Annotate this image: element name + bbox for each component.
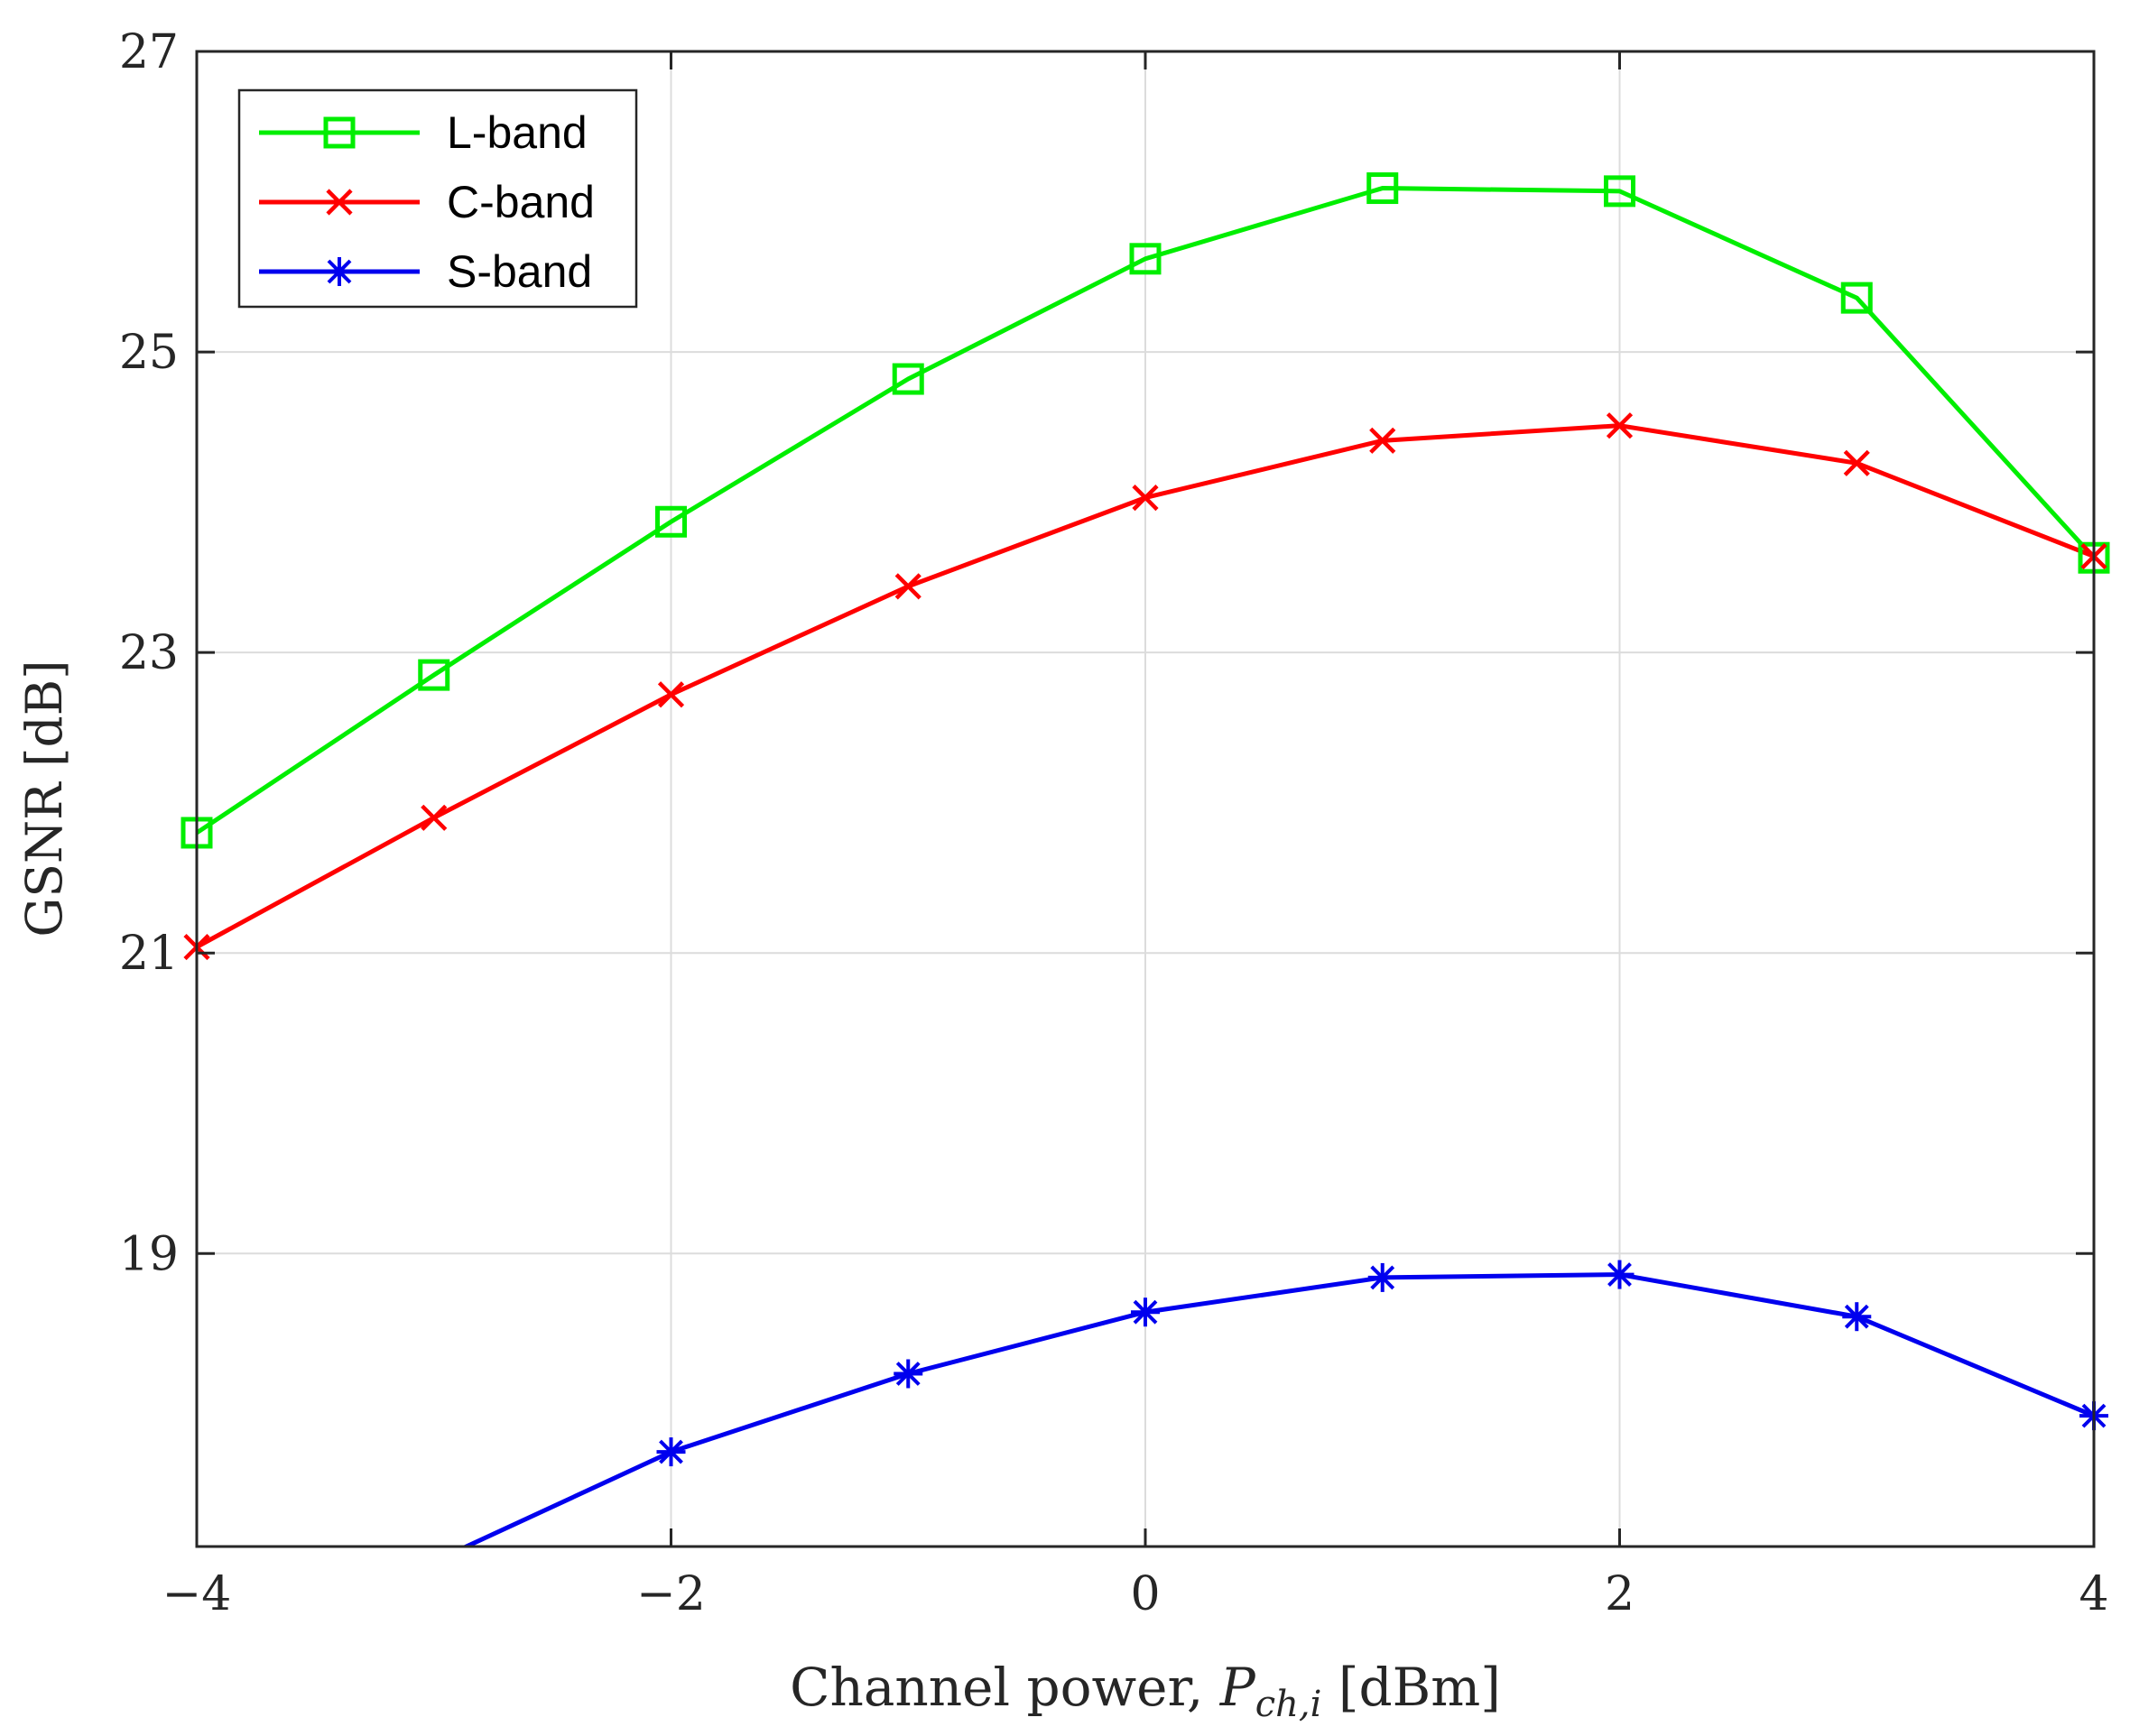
- asterisk-marker-stroke: [895, 1362, 921, 1386]
- y-tick-label: 19: [119, 1227, 179, 1281]
- data-point-c-band: [421, 804, 448, 831]
- data-point-c-band: [894, 573, 921, 600]
- data-point-l-band: [1129, 243, 1162, 275]
- data-point-l-band: [1604, 175, 1635, 208]
- x-tick-label: 2: [1605, 1567, 1635, 1621]
- x-marker-stroke: [1132, 485, 1159, 512]
- square-marker-shape: [1129, 243, 1162, 275]
- square-marker-shape: [892, 363, 924, 395]
- data-point-l-band: [418, 659, 450, 691]
- x-marker-stroke: [326, 189, 353, 216]
- x-tick-label: −2: [636, 1567, 706, 1621]
- square-marker-shape: [323, 116, 356, 149]
- x-marker-stroke: [1843, 449, 1870, 476]
- legend-label: C-band: [447, 177, 595, 227]
- series-line-l-band: [197, 186, 2094, 836]
- data-point-s-band: [894, 1359, 923, 1389]
- data-point-s-band: [1131, 1297, 1160, 1327]
- x-axis-label-prefix: Channel power,: [790, 1657, 1220, 1718]
- axis-ticks: −4 −2 0 2 4 19 21 23 25 27: [119, 25, 2109, 1621]
- data-point-s-band: [1367, 1262, 1397, 1292]
- asterisk-marker-stroke: [1607, 1262, 1632, 1287]
- y-axis-label: GSNR [dB]: [15, 660, 73, 937]
- data-point-c-band: [657, 681, 685, 708]
- asterisk-marker-stroke: [1133, 1299, 1158, 1325]
- square-marker-shape: [1604, 175, 1635, 208]
- x-marker-stroke: [421, 804, 448, 831]
- x-marker-stroke: [1606, 412, 1634, 439]
- y-tick-label: 27: [119, 25, 179, 79]
- x-axis-label-symbol: P: [1219, 1657, 1256, 1718]
- asterisk-marker-stroke: [659, 1439, 683, 1464]
- legend-label: S-band: [447, 246, 592, 297]
- asterisk-marker-stroke: [1370, 1265, 1395, 1290]
- data-point-l-band: [892, 363, 924, 395]
- legend-entry-l-band: L-band: [259, 107, 588, 158]
- asterisk-marker-stroke: [327, 259, 352, 284]
- x-axis-label: Channel power, Pch,i [dBm]: [790, 1657, 1501, 1725]
- legend-entry-s-band: S-band: [259, 246, 592, 297]
- y-tick-label: 23: [119, 626, 179, 680]
- x-marker-stroke: [657, 681, 685, 708]
- square-marker-shape: [655, 505, 687, 538]
- data-point-c-band: [1132, 485, 1159, 512]
- legend-entry-c-band: C-band: [259, 177, 595, 227]
- legend-label: L-band: [447, 107, 588, 158]
- legend: L-band C-band S-band: [237, 88, 638, 309]
- data-point-l-band: [1366, 172, 1399, 205]
- y-tick-label: 21: [119, 927, 179, 981]
- x-axis-label-subscript: ch,i: [1255, 1684, 1322, 1725]
- data-point-l-band: [655, 505, 687, 538]
- data-point-s-band: [1605, 1260, 1635, 1289]
- x-marker-stroke: [894, 573, 921, 600]
- x-marker-stroke: [1369, 427, 1396, 454]
- x-axis-label-unit: [dBm]: [1321, 1657, 1500, 1718]
- x-tick-label: 0: [1130, 1567, 1160, 1621]
- square-marker-shape: [418, 659, 450, 691]
- y-tick-label: 25: [119, 326, 179, 380]
- legend-marker: [325, 257, 354, 286]
- data-point-c-band: [1606, 412, 1634, 439]
- data-point-s-band: [656, 1437, 686, 1467]
- data-point-c-band: [1843, 449, 1870, 476]
- square-marker-shape: [1840, 282, 1873, 314]
- data-point-l-band: [1840, 282, 1873, 314]
- square-marker-shape: [1366, 172, 1399, 205]
- legend-marker: [326, 189, 353, 216]
- data-point-c-band: [1369, 427, 1396, 454]
- legend-marker: [323, 116, 356, 149]
- data-point-s-band: [1842, 1302, 1872, 1332]
- x-tick-label: 4: [2079, 1567, 2108, 1621]
- x-tick-label: −4: [162, 1567, 232, 1621]
- asterisk-marker-stroke: [1844, 1304, 1869, 1329]
